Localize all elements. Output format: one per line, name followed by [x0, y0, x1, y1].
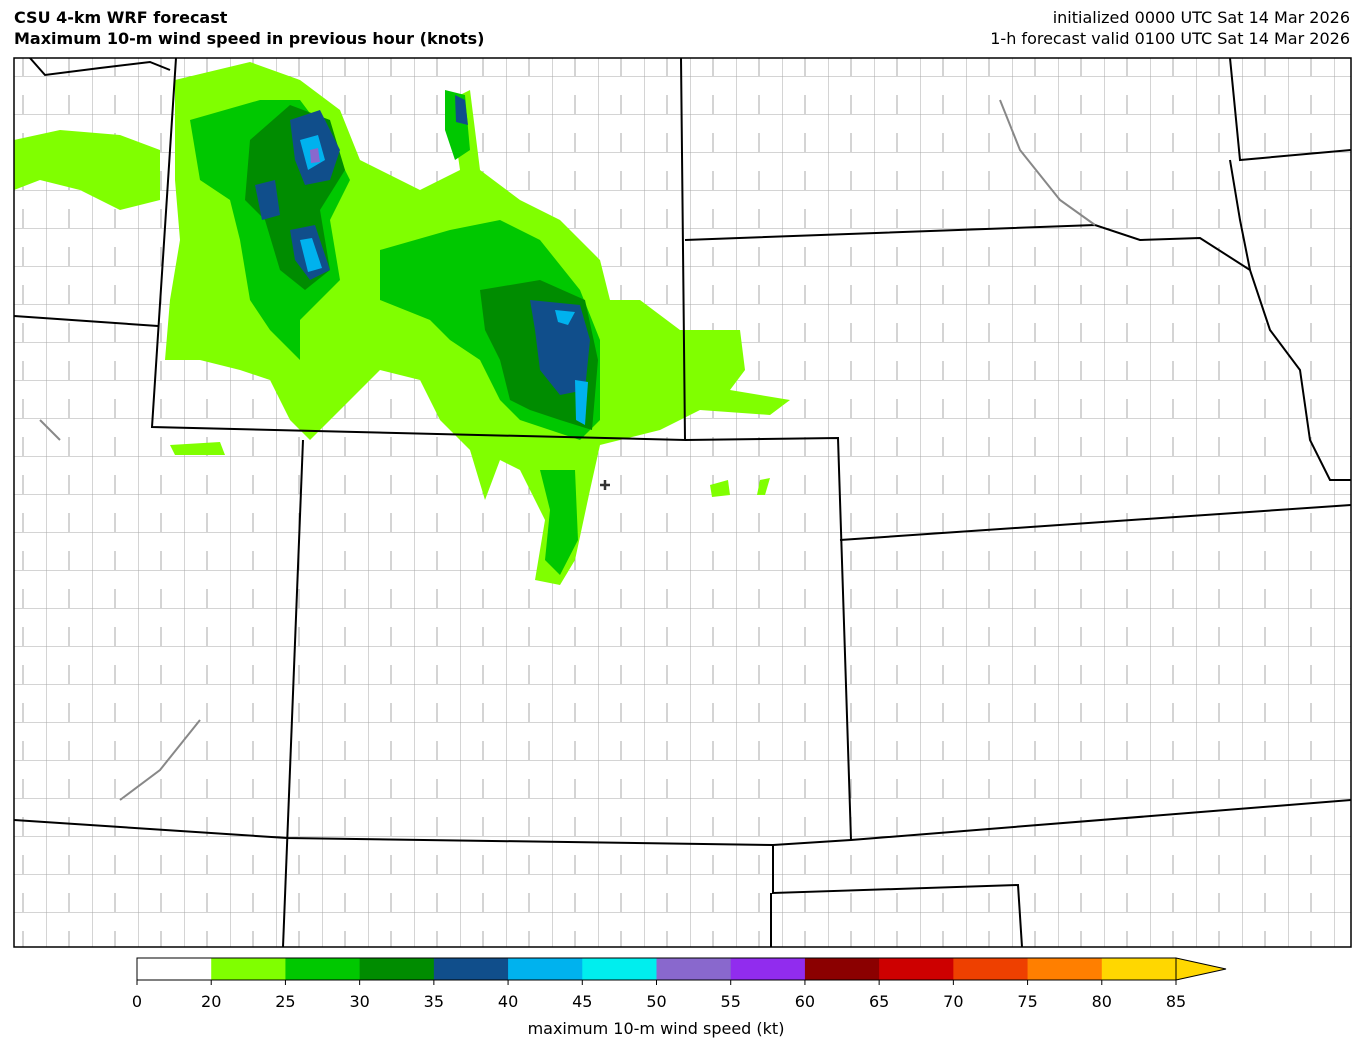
title-line-2: Maximum 10-m wind speed in previous hour… — [14, 29, 484, 48]
colorbar-tick-label: 45 — [572, 992, 592, 1011]
colorbar-segment — [508, 958, 583, 980]
colorbar-tick-label: 85 — [1166, 992, 1186, 1011]
colorbar-tick-label: 40 — [498, 992, 518, 1011]
colorbar-segment — [582, 958, 657, 980]
colorbar-segment — [1101, 958, 1177, 980]
colorbar-tick-label: 70 — [943, 992, 963, 1011]
colorbar-segment — [953, 958, 1029, 980]
colorbar: 0 20 25 30 35 40 45 50 55 60 65 70 75 80 85 — [132, 957, 1227, 1011]
colorbar-tick-label: 30 — [349, 992, 369, 1011]
map — [14, 58, 1351, 947]
title-line-1: CSU 4-km WRF forecast — [14, 8, 228, 27]
map-frame — [13, 57, 1352, 948]
colorbar-tick-label: 0 — [132, 992, 142, 1011]
colorbar-segment — [1027, 958, 1103, 980]
colorbar-segment — [879, 958, 954, 980]
colorbar-tick-label: 80 — [1092, 992, 1112, 1011]
colorbar-segment — [730, 958, 806, 980]
colorbar-tick-label: 50 — [646, 992, 666, 1011]
colorbar-segment — [137, 958, 212, 980]
colorbar-tick-label: 75 — [1017, 992, 1037, 1011]
colorbar-tick-label: 55 — [721, 992, 741, 1011]
colorbar-tick-label: 65 — [869, 992, 889, 1011]
state-borders — [14, 58, 1351, 947]
colorbar-extension — [1175, 957, 1227, 981]
init-time: initialized 0000 UTC Sat 14 Mar 2026 — [1053, 8, 1350, 27]
colorbar-segment — [804, 958, 880, 980]
city-marker — [600, 480, 610, 490]
colorbar-segment — [285, 958, 361, 980]
colorbar-label: maximum 10-m wind speed (kt) — [528, 1019, 785, 1038]
colorbar-segment — [433, 958, 509, 980]
colorbar-segment — [211, 958, 286, 980]
wind-field — [14, 62, 790, 585]
colorbar-tick-label: 35 — [424, 992, 444, 1011]
colorbar-tick-label: 60 — [795, 992, 815, 1011]
colorbar-tick-label: 25 — [275, 992, 295, 1011]
colorbar-segment — [359, 958, 435, 980]
colorbar-tick-label: 20 — [201, 992, 221, 1011]
valid-time: 1-h forecast valid 0100 UTC Sat 14 Mar 2… — [990, 29, 1350, 48]
colorbar-segment — [656, 958, 732, 980]
